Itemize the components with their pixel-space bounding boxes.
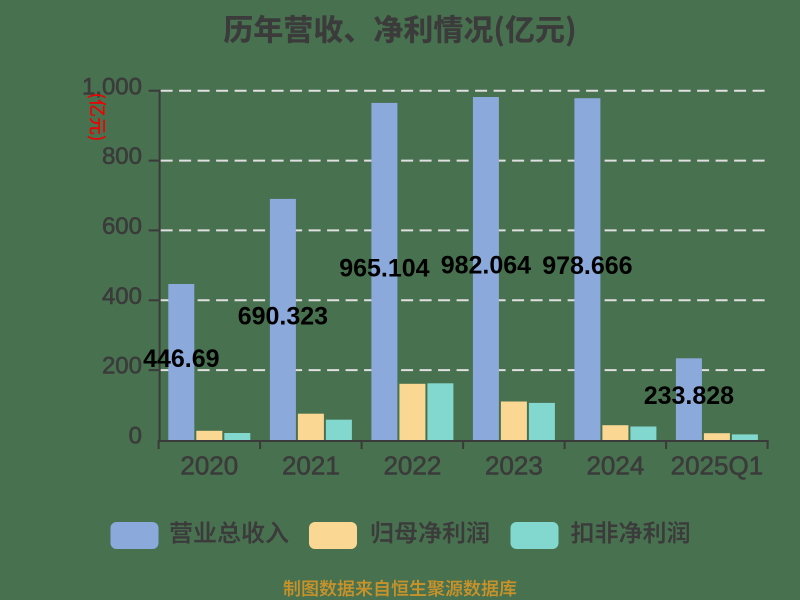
svg-text:2025Q1: 2025Q1 — [671, 451, 764, 481]
svg-text:2023: 2023 — [485, 451, 543, 481]
svg-text:0: 0 — [129, 423, 142, 450]
svg-text:965.104: 965.104 — [339, 254, 429, 282]
svg-text:2021: 2021 — [282, 451, 340, 481]
svg-text:2020: 2020 — [180, 451, 238, 481]
svg-text:2024: 2024 — [586, 451, 644, 481]
svg-text:400: 400 — [102, 283, 142, 310]
svg-text:233.828: 233.828 — [644, 382, 734, 410]
svg-text:2022: 2022 — [383, 451, 441, 481]
svg-text:978.666: 978.666 — [542, 252, 632, 280]
svg-text:982.064: 982.064 — [441, 252, 531, 280]
svg-text:600: 600 — [102, 213, 142, 240]
svg-text:690.323: 690.323 — [238, 302, 328, 330]
svg-text:200: 200 — [102, 353, 142, 380]
svg-text:800: 800 — [102, 143, 142, 170]
svg-text:446.69: 446.69 — [143, 345, 219, 373]
